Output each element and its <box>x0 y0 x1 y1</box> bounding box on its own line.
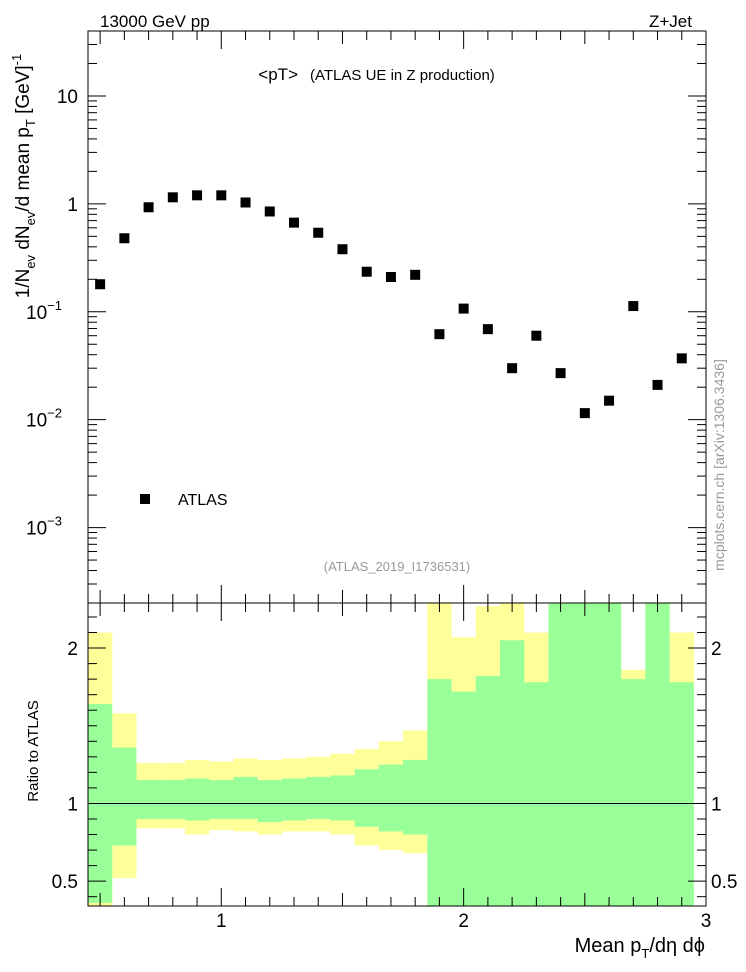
main-y-tick-label: 10−1 <box>26 298 62 324</box>
main-y-axis-label: 1/Nev dNev/d mean pT [GeV]-1 <box>9 54 38 299</box>
ratio-y-tick-label-right: 1 <box>711 794 722 815</box>
header-process: Z+Jet <box>649 12 692 31</box>
band-green-bin <box>451 691 476 906</box>
band-green-bin <box>596 603 622 906</box>
data-point <box>313 227 324 238</box>
band-green-bin <box>572 603 597 906</box>
ratio-y-tick-label: 2 <box>67 639 78 660</box>
data-point <box>531 330 542 341</box>
band-green-bin <box>281 778 307 821</box>
data-point <box>628 301 639 312</box>
data-point <box>361 266 372 277</box>
data-point <box>264 206 275 217</box>
main-subtitle: (ATLAS UE in Z production) <box>310 67 495 84</box>
data-point <box>507 363 518 374</box>
ratio-y-axis: 0.5 0.5 1 1 2 2 <box>52 616 737 898</box>
data-point <box>385 272 396 283</box>
band-green-bin <box>306 777 331 819</box>
band-green-bin <box>160 780 185 819</box>
ratio-y-axis-label: Ratio to ATLAS <box>25 700 42 801</box>
band-green-bin <box>354 769 379 827</box>
main-x-axis <box>99 31 707 603</box>
data-point <box>410 269 421 280</box>
band-green-bin <box>427 679 452 906</box>
band-green-bin <box>524 682 549 906</box>
data-point <box>216 190 227 201</box>
data-point <box>337 244 348 255</box>
data-point <box>192 190 203 201</box>
data-point <box>240 197 251 208</box>
main-y-axis: 10 1 10−1 10−2 10−3 <box>26 30 706 604</box>
main-y-tick-label: 10−3 <box>26 514 62 540</box>
band-green-bin <box>500 640 525 906</box>
data-point <box>579 408 590 419</box>
band-green-bin <box>233 777 258 819</box>
ratio-x-tick-label: 2 <box>458 911 469 932</box>
main-y-tick-label: 1 <box>67 195 78 216</box>
data-point <box>434 329 445 340</box>
ratio-y-tick-label-right: 2 <box>711 639 722 660</box>
band-green-bin <box>475 676 500 906</box>
band-green-bin <box>669 682 694 906</box>
ratio-x-tick-label: 1 <box>216 911 227 932</box>
data-point <box>652 379 663 390</box>
main-y-tick-label: 10 <box>57 87 78 108</box>
band-green-bin <box>184 778 210 821</box>
data-point <box>95 279 106 290</box>
band-green-bin <box>112 747 137 846</box>
data-markers <box>95 190 687 419</box>
band-green-bin <box>378 764 404 832</box>
data-point <box>482 324 493 335</box>
data-point <box>119 233 130 244</box>
band-green-bin <box>403 759 428 835</box>
band-green-bin <box>548 603 573 906</box>
header-energy: 13000 GeV pp <box>100 12 210 31</box>
band-green-bin <box>257 780 282 823</box>
data-point <box>289 217 299 228</box>
legend-marker <box>140 494 150 504</box>
ratio-y-tick-label: 0.5 <box>52 872 78 893</box>
data-point <box>676 353 687 364</box>
main-panel: <pT> (ATLAS UE in Z production) (ATLAS_2… <box>9 30 707 604</box>
ratio-y-tick-label: 1 <box>67 794 78 815</box>
band-green-bin <box>330 775 355 821</box>
main-y-tick-label: 10−2 <box>26 406 62 432</box>
mcplots-source-label: mcplots.cern.ch [arXiv:1306.3436] <box>711 359 727 571</box>
ratio-frame <box>87 602 707 907</box>
main-title: <pT> <box>258 65 298 84</box>
main-frame <box>87 30 707 604</box>
ratio-y-tick-label-right: 0.5 <box>711 872 737 893</box>
x-axis-label: Mean pT/dη dϕ <box>575 935 705 961</box>
band-green-bin <box>645 603 670 906</box>
band-green-bin <box>209 780 234 819</box>
data-point <box>167 192 178 203</box>
band-green-bin <box>621 679 646 906</box>
data-point <box>458 303 469 314</box>
band-green-bin <box>136 780 161 819</box>
ratio-x-tick-label: 3 <box>701 911 712 932</box>
legend-label: ATLAS <box>178 492 228 509</box>
data-point <box>143 202 154 213</box>
ratio-panel: 0.5 0.5 1 1 2 2 1 2 3 Ratio to ATLAS Mean pT/dη… <box>25 602 737 961</box>
data-point <box>555 368 566 379</box>
data-point <box>604 395 615 406</box>
analysis-id: (ATLAS_2019_I1736531) <box>324 559 470 574</box>
